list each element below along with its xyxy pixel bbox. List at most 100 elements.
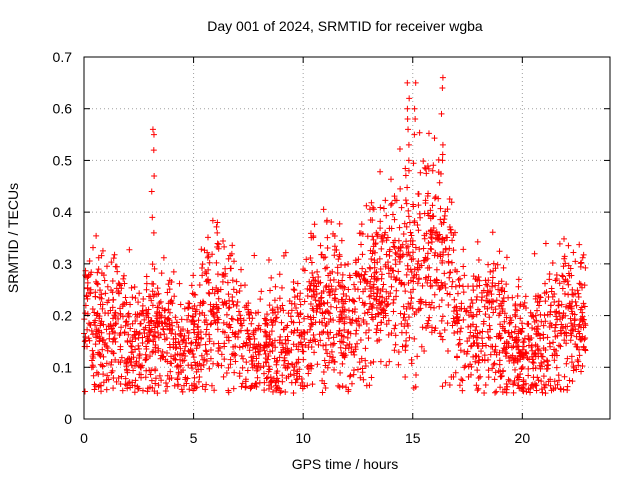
data-point [86, 258, 93, 265]
data-point [560, 312, 567, 319]
data-point [484, 328, 491, 335]
data-point [144, 388, 151, 395]
data-point [370, 236, 377, 243]
data-point [276, 271, 283, 278]
data-point [481, 352, 488, 359]
data-point [401, 311, 408, 318]
data-point [511, 328, 518, 335]
data-point [322, 384, 329, 391]
data-point [465, 323, 472, 330]
data-point [384, 234, 391, 241]
data-point [388, 200, 395, 207]
data-point [84, 284, 91, 291]
data-point [279, 372, 286, 379]
data-point [444, 206, 451, 213]
data-point [265, 342, 272, 349]
data-point [285, 310, 292, 317]
data-point [343, 342, 350, 349]
data-point [498, 372, 505, 379]
data-point [356, 230, 363, 237]
data-point [459, 387, 466, 394]
data-point [490, 260, 497, 267]
data-point [422, 299, 429, 306]
data-point [321, 380, 328, 387]
data-point [194, 331, 201, 338]
data-point [535, 377, 542, 384]
data-point [454, 328, 461, 335]
data-point [475, 256, 482, 263]
data-point [449, 237, 456, 244]
data-point [466, 334, 473, 341]
data-point [366, 293, 373, 300]
data-point [165, 306, 172, 313]
data-point [573, 302, 580, 309]
data-point [103, 386, 110, 393]
data-point [456, 275, 463, 282]
data-point [495, 286, 502, 293]
data-point [227, 361, 234, 368]
data-point [225, 305, 232, 312]
data-point [96, 351, 103, 358]
data-point [360, 319, 367, 326]
data-point [537, 365, 544, 372]
data-point [205, 289, 212, 296]
data-point [449, 322, 456, 329]
data-point [412, 244, 419, 251]
data-point [248, 354, 255, 361]
data-point [411, 335, 418, 342]
data-point [113, 285, 120, 292]
data-point [406, 334, 413, 341]
data-point [377, 218, 384, 225]
data-point [255, 351, 262, 358]
data-point [505, 329, 512, 336]
data-point [374, 259, 381, 266]
data-point [177, 345, 184, 352]
data-point [100, 353, 107, 360]
data-point [89, 306, 96, 313]
data-point [506, 320, 513, 327]
data-point [352, 285, 359, 292]
data-point [551, 298, 558, 305]
data-point [458, 305, 465, 312]
data-point [360, 288, 367, 295]
data-point [539, 353, 546, 360]
data-point [181, 347, 188, 354]
data-point [552, 277, 559, 284]
data-point [538, 386, 545, 393]
data-point [379, 238, 386, 245]
data-point [422, 199, 429, 206]
data-point [371, 264, 378, 271]
data-point [570, 249, 577, 256]
data-point [314, 361, 321, 368]
data-point [568, 320, 575, 327]
data-point [577, 281, 584, 288]
data-point [390, 299, 397, 306]
data-point [521, 335, 528, 342]
data-point [138, 364, 145, 371]
data-point [221, 298, 228, 305]
data-point [134, 311, 141, 318]
data-point [479, 356, 486, 363]
data-point [439, 85, 446, 92]
data-point [205, 276, 212, 283]
data-point [496, 357, 503, 364]
data-point [579, 313, 586, 320]
data-point [411, 131, 418, 138]
data-point [320, 254, 327, 261]
data-point [388, 176, 395, 183]
data-point [296, 296, 303, 303]
data-point [285, 337, 292, 344]
data-point [252, 380, 259, 387]
data-point [530, 356, 537, 363]
data-point [240, 340, 247, 347]
data-point [532, 382, 539, 389]
data-point [477, 373, 484, 380]
data-point [339, 304, 346, 311]
data-point [426, 314, 433, 321]
data-point [174, 383, 181, 390]
data-point [293, 343, 300, 350]
data-point [424, 163, 431, 170]
data-point [514, 374, 521, 381]
data-point [543, 365, 550, 372]
data-point [322, 308, 329, 315]
